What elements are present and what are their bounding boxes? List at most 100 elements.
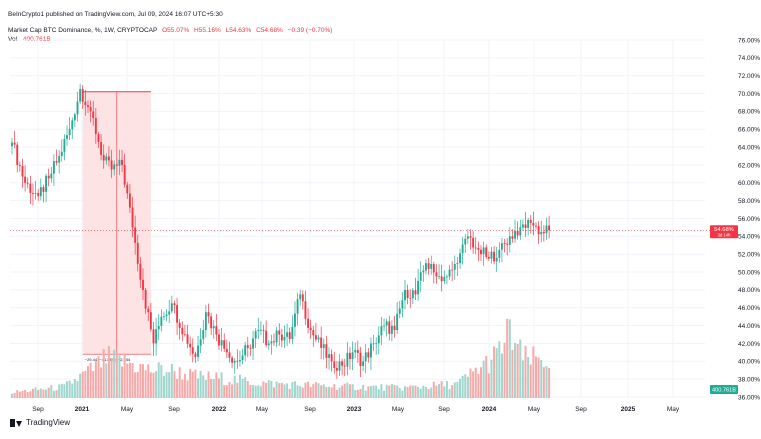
candle-body: [152, 329, 155, 344]
volume-bar: [134, 372, 137, 398]
candle-body: [301, 294, 304, 302]
x-tick-label[interactable]: Sep: [168, 406, 180, 413]
volume-bar: [545, 365, 548, 398]
volume-bar: [393, 385, 396, 398]
y-tick-label[interactable]: 54.00%: [738, 234, 760, 241]
candle-body: [529, 219, 532, 223]
candle-body: [388, 321, 391, 334]
candle-body: [254, 331, 257, 339]
y-tick-label[interactable]: 50.00%: [738, 269, 760, 276]
x-tick-label[interactable]: 2024: [482, 406, 497, 413]
volume-bars: [11, 318, 551, 398]
x-tick-label[interactable]: Sep: [438, 406, 450, 413]
volume-bar: [542, 367, 545, 398]
y-tick-label[interactable]: 60.00%: [738, 180, 760, 187]
candle-body: [404, 289, 406, 301]
x-tick-label[interactable]: May: [121, 406, 134, 413]
volume-bar: [286, 383, 289, 398]
candle-body: [128, 193, 131, 208]
volume-bar: [97, 356, 100, 398]
volume-bar: [472, 371, 475, 398]
volume-bar: [79, 373, 82, 398]
measure-tool[interactable]: −29.44 (−41.88%) −2,944: [82, 91, 151, 362]
y-tick-label[interactable]: 56.00%: [738, 216, 760, 223]
y-tick-label[interactable]: 72.00%: [738, 73, 760, 80]
volume-bar: [432, 381, 435, 398]
x-tick-label[interactable]: Sep: [304, 406, 316, 413]
y-tick-label[interactable]: 46.00%: [738, 305, 760, 312]
volume-bar: [270, 380, 273, 398]
volume-bar: [63, 384, 66, 398]
volume-bar: [223, 385, 226, 398]
volume-bar: [343, 383, 346, 398]
y-tick-label[interactable]: 76.00%: [738, 37, 760, 44]
x-tick-label[interactable]: 2023: [347, 406, 362, 413]
y-tick-label[interactable]: 40.00%: [738, 359, 760, 366]
volume-bar: [34, 387, 37, 398]
y-tick-label[interactable]: 62.00%: [738, 162, 760, 169]
x-tick-label[interactable]: 2025: [621, 406, 636, 413]
volume-bar: [81, 371, 84, 398]
y-tick-label[interactable]: 68.00%: [738, 109, 760, 116]
y-tick-label[interactable]: 42.00%: [738, 341, 760, 348]
volume-bar: [18, 391, 21, 398]
x-tick-label[interactable]: 2021: [75, 406, 90, 413]
volume-bar: [259, 386, 262, 398]
volume-bar: [173, 371, 176, 398]
volume-bar: [199, 370, 202, 398]
volume-bar: [312, 384, 315, 398]
price-axis[interactable]: 36.00% 38.00% 40.00% 42.00% 44.00% 46.00% 48.0…: [738, 37, 760, 401]
volume-bar: [246, 381, 249, 398]
y-tick-label[interactable]: 48.00%: [738, 287, 760, 294]
volume-bar: [102, 348, 105, 398]
candle-body: [330, 354, 333, 362]
volume-bar: [217, 378, 220, 398]
x-tick-label[interactable]: May: [528, 406, 541, 413]
volume-bar: [76, 380, 79, 398]
volume-bar: [540, 360, 543, 398]
chart-legend: Market Cap BTC Dominance, %, 1W, CRYPTOC…: [8, 27, 335, 34]
y-tick-label[interactable]: 64.00%: [738, 144, 760, 151]
price-candles: [11, 84, 551, 379]
candle-body: [168, 311, 171, 315]
volume-bar: [314, 382, 317, 398]
candle-body: [390, 325, 393, 334]
volume-bar: [422, 385, 425, 398]
y-tick-label[interactable]: 38.00%: [738, 376, 760, 383]
candle-body: [280, 334, 283, 341]
candle-body: [39, 187, 42, 197]
y-tick-label[interactable]: 36.00%: [738, 394, 760, 401]
volume-bar: [149, 372, 152, 398]
candle-body: [118, 159, 121, 166]
y-tick-label[interactable]: 52.00%: [738, 252, 760, 259]
y-tick-label[interactable]: 66.00%: [738, 127, 760, 134]
volume-bar: [409, 385, 412, 398]
legend-symbol[interactable]: Market Cap BTC Dominance, %, 1W, CRYPTOC…: [8, 27, 158, 34]
time-axis[interactable]: Sep 2021 May Sep 2022 May Sep 2023 May Sep 2024 May…: [32, 406, 680, 413]
volume-bar: [330, 387, 333, 398]
volume-bar: [448, 389, 451, 398]
x-tick-label[interactable]: May: [256, 406, 269, 413]
y-tick-label[interactable]: 74.00%: [738, 55, 760, 62]
candle-body: [498, 249, 501, 258]
x-tick-label[interactable]: Sep: [32, 406, 44, 413]
y-tick-label[interactable]: 58.00%: [738, 198, 760, 205]
volume-bar: [293, 381, 296, 398]
volume-bar: [110, 358, 113, 398]
candle-body: [257, 330, 260, 332]
x-tick-label[interactable]: May: [392, 406, 405, 413]
x-tick-label[interactable]: May: [667, 406, 680, 413]
x-tick-label[interactable]: Sep: [575, 406, 587, 413]
candle-body: [165, 314, 168, 317]
y-tick-label[interactable]: 44.00%: [738, 323, 760, 330]
candle-body: [241, 355, 244, 360]
x-tick-label[interactable]: 2022: [212, 406, 227, 413]
volume-bar: [267, 380, 270, 398]
candle-body: [320, 337, 323, 348]
volume-bar: [529, 364, 532, 398]
candle-body: [500, 243, 503, 250]
y-tick-label[interactable]: 70.00%: [738, 91, 760, 98]
candle-body: [495, 257, 498, 262]
last-volume-badge: [710, 385, 738, 394]
